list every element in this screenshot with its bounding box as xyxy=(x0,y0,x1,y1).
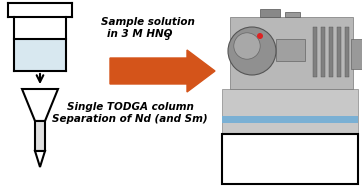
Bar xyxy=(276,39,305,61)
Bar xyxy=(260,9,280,17)
Text: +: + xyxy=(325,156,333,164)
Bar xyxy=(337,27,341,77)
Polygon shape xyxy=(22,89,58,121)
Bar xyxy=(329,27,333,77)
Text: in 3 M HNO: in 3 M HNO xyxy=(107,29,173,39)
Polygon shape xyxy=(35,151,45,167)
Bar xyxy=(285,12,300,17)
Text: Separation of Nd (and Sm): Separation of Nd (and Sm) xyxy=(52,114,208,124)
Bar xyxy=(222,89,358,141)
Bar xyxy=(35,121,45,151)
Bar xyxy=(313,27,317,77)
Bar xyxy=(14,39,66,71)
Bar xyxy=(345,27,349,77)
Text: Sample solution: Sample solution xyxy=(101,17,195,27)
Text: Nd isotopes: Nd isotopes xyxy=(253,144,327,154)
Circle shape xyxy=(234,33,260,59)
Bar xyxy=(222,141,358,159)
Bar xyxy=(222,116,358,123)
Bar xyxy=(230,17,353,89)
Bar xyxy=(351,39,362,69)
Text: Measured as NdO: Measured as NdO xyxy=(235,160,345,170)
Circle shape xyxy=(228,27,276,75)
Bar xyxy=(222,134,358,184)
Circle shape xyxy=(257,33,263,39)
Text: Single TODGA column: Single TODGA column xyxy=(67,102,193,112)
Text: 3: 3 xyxy=(165,33,171,42)
FancyArrow shape xyxy=(110,50,215,92)
Bar xyxy=(321,27,325,77)
Bar xyxy=(272,137,302,141)
